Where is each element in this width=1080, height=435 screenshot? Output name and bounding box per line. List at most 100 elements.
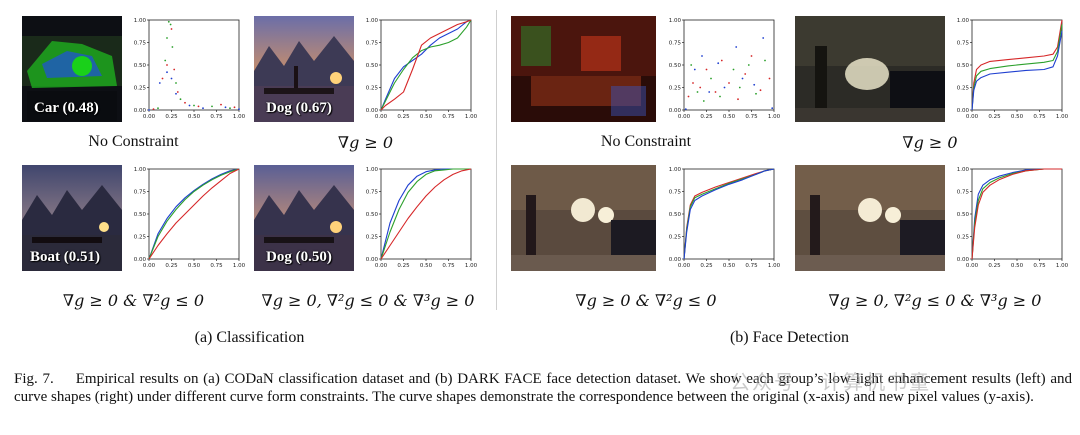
y-tick-label: 1.00 bbox=[957, 167, 970, 173]
x-tick-label: 0.25 bbox=[988, 263, 1001, 269]
data-point bbox=[744, 73, 747, 75]
data-point bbox=[171, 46, 174, 48]
data-point bbox=[152, 108, 155, 110]
data-point bbox=[690, 64, 693, 66]
watermark: 公众号 · 计算机书童 bbox=[730, 370, 932, 394]
data-point bbox=[719, 95, 721, 98]
y-tick-label: 0.00 bbox=[669, 257, 682, 263]
y-tick-label: 0.75 bbox=[957, 41, 970, 47]
data-point bbox=[166, 37, 168, 39]
curve-plot-monotone-classification: 0.00 0.25 0.50 0.75 1.00 0.00 0.25 0.50 0.75 1.00 bbox=[366, 18, 477, 120]
x-tick-label: 1.00 bbox=[465, 114, 477, 120]
constraint-label: ∇g ≥ 0 & ∇²g ≤ 0 bbox=[62, 291, 205, 310]
enhanced-image-boat: Boat (0.51) bbox=[22, 165, 122, 271]
data-point bbox=[696, 91, 699, 93]
data-point bbox=[184, 101, 186, 104]
plot-frame bbox=[148, 168, 240, 260]
class-score-badge: Dog (0.67) bbox=[266, 100, 332, 116]
constraint-label: ∇g ≥ 0 & ∇²g ≤ 0 bbox=[575, 291, 717, 310]
y-tick-label: 0.50 bbox=[134, 63, 147, 69]
panel-title-face-detection: (b) Face Detection bbox=[729, 329, 850, 346]
y-tick-label: 0.75 bbox=[669, 41, 682, 47]
class-score-badge: Car (0.48) bbox=[34, 100, 99, 116]
curve-line bbox=[380, 19, 472, 111]
y-tick-label: 0.50 bbox=[366, 63, 379, 69]
y-tick-label: 1.00 bbox=[134, 167, 147, 173]
y-tick-label: 1.00 bbox=[669, 167, 682, 173]
y-tick-label: 1.00 bbox=[957, 18, 970, 24]
data-point bbox=[728, 82, 730, 84]
class-score-badge: Boat (0.51) bbox=[30, 249, 100, 265]
curve-line bbox=[971, 24, 1063, 111]
curve-plot-third-order-classification: 0.00 0.25 0.50 0.75 1.00 0.00 0.25 0.50 0.75 1.00 bbox=[366, 167, 477, 269]
y-tick-label: 0.75 bbox=[134, 190, 147, 196]
enhanced-image-dog-1: Dog (0.67) bbox=[254, 16, 354, 122]
data-point bbox=[197, 105, 200, 108]
x-tick-label: 1.00 bbox=[233, 263, 245, 269]
y-tick-label: 1.00 bbox=[134, 18, 147, 24]
enhanced-image-face-2 bbox=[795, 16, 945, 122]
curve-line bbox=[380, 19, 472, 111]
figure-number: Fig. 7. bbox=[14, 371, 54, 387]
data-point bbox=[161, 77, 164, 80]
constraint-label: ∇g ≥ 0, ∇²g ≤ 0 & ∇³g ≥ 0 bbox=[828, 291, 1042, 310]
data-point bbox=[771, 107, 774, 110]
data-point bbox=[753, 83, 756, 86]
x-tick-label: 1.00 bbox=[465, 263, 477, 269]
curve-line bbox=[148, 168, 240, 260]
curve-plot-third-order-face: 0.00 0.25 0.50 0.75 1.00 0.00 0.25 0.50 0.75 1.00 bbox=[957, 167, 1068, 269]
y-tick-label: 0.50 bbox=[957, 63, 970, 69]
y-tick-label: 0.25 bbox=[134, 235, 147, 241]
data-point bbox=[233, 106, 236, 109]
data-point bbox=[148, 109, 150, 111]
y-tick-label: 0.00 bbox=[134, 257, 147, 263]
data-point bbox=[768, 77, 771, 80]
enhanced-image-car: Car (0.48) bbox=[22, 16, 122, 122]
x-tick-label: 0.75 bbox=[745, 263, 758, 269]
y-tick-label: 0.75 bbox=[957, 190, 970, 196]
x-tick-label: 0.75 bbox=[210, 114, 223, 120]
x-tick-label: 0.50 bbox=[188, 263, 201, 269]
enhanced-image-face-3 bbox=[511, 165, 656, 271]
y-tick-label: 0.75 bbox=[134, 41, 147, 47]
x-tick-label: 0.75 bbox=[442, 263, 455, 269]
y-tick-label: 0.25 bbox=[134, 86, 147, 92]
class-score-badge: Dog (0.50) bbox=[266, 249, 332, 265]
data-point bbox=[693, 68, 696, 71]
data-point bbox=[723, 86, 726, 89]
x-tick-label: 0.75 bbox=[442, 114, 455, 120]
x-tick-label: 1.00 bbox=[768, 263, 780, 269]
enhanced-image-face-4 bbox=[795, 165, 945, 271]
enhanced-image-face-1 bbox=[511, 16, 656, 122]
caption-text: Empirical results on (a) CODaN classific… bbox=[14, 371, 1072, 405]
data-point bbox=[741, 77, 744, 80]
curve-line bbox=[380, 19, 472, 111]
data-point bbox=[738, 86, 741, 89]
x-tick-label: 0.50 bbox=[420, 114, 433, 120]
x-tick-label: 0.50 bbox=[1011, 114, 1024, 120]
curve-line bbox=[148, 168, 240, 260]
data-point bbox=[701, 55, 703, 57]
curve-plot-monotone-face: 0.00 0.25 0.50 0.75 1.00 0.00 0.25 0.50 0.75 1.00 bbox=[957, 18, 1068, 120]
x-tick-label: 0.00 bbox=[966, 114, 979, 120]
x-tick-label: 0.50 bbox=[723, 263, 736, 269]
data-point bbox=[732, 68, 735, 71]
y-tick-label: 0.50 bbox=[134, 212, 147, 218]
x-tick-label: 1.00 bbox=[768, 114, 780, 120]
x-tick-label: 0.75 bbox=[1033, 263, 1046, 269]
curve-line bbox=[148, 168, 240, 260]
data-point bbox=[175, 82, 177, 84]
data-point bbox=[166, 71, 168, 74]
x-tick-label: 0.25 bbox=[988, 114, 1001, 120]
data-point bbox=[167, 20, 170, 23]
y-tick-label: 0.75 bbox=[366, 41, 379, 47]
data-point bbox=[702, 100, 705, 102]
curve-line bbox=[971, 30, 1063, 111]
x-tick-label: 0.25 bbox=[397, 114, 410, 120]
curve-line bbox=[971, 168, 1062, 260]
y-tick-label: 0.25 bbox=[366, 235, 379, 241]
x-tick-label: 0.25 bbox=[700, 263, 713, 269]
data-point bbox=[687, 95, 690, 98]
y-tick-label: 0.25 bbox=[957, 86, 970, 92]
enhanced-image-dog-2: Dog (0.50) bbox=[254, 165, 354, 271]
